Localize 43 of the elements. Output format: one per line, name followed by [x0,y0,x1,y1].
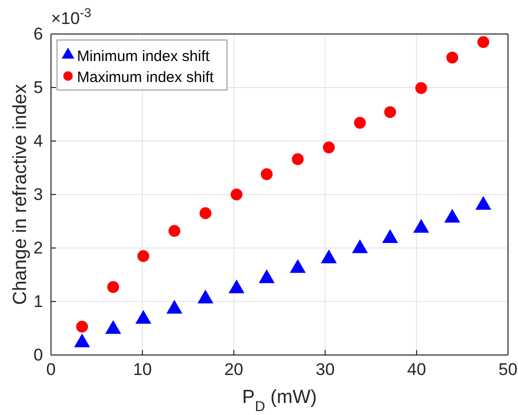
y-tick-label: 4 [34,131,43,150]
y-tick-label: 1 [34,292,43,311]
point [292,153,304,166]
point [352,239,368,254]
point [230,188,242,200]
point [384,106,396,118]
y-tick-label: 0 [34,345,43,364]
point [475,196,492,210]
point [382,229,398,243]
point [168,224,180,237]
legend-label: Minimum index shift [77,48,210,65]
point [290,259,306,273]
text: ×10$^{-3}$ [51,4,92,28]
point [105,320,122,334]
point [354,116,366,129]
point [320,250,337,264]
point [477,36,490,48]
point [322,142,335,154]
point [260,168,273,180]
y-tick-label: 2 [34,238,43,258]
y-tick-label: 6 [34,24,43,44]
y-axis-title: Change in refractive index [10,84,31,305]
x-tick-label: 0 [46,360,56,380]
point [166,300,182,314]
point [197,290,214,304]
x-axis-title: P$_{D}$ (mW) [242,387,317,415]
point [446,52,458,64]
x-tick-label: 50 [498,360,518,380]
point [415,82,428,94]
x-tick-label: 40 [407,360,426,380]
point [413,219,430,233]
y-tick-label: 3 [34,184,43,204]
point [200,207,212,220]
point [135,310,152,324]
point [444,208,460,223]
x-tick-label: 20 [224,360,244,380]
x-tick-label: 30 [316,360,335,380]
point [258,269,275,284]
point [74,333,90,348]
legend-label: Maximum index shift [77,69,215,86]
x-tick-label: 10 [132,360,152,380]
y-tick-label: 5 [34,78,43,97]
point [228,279,245,294]
